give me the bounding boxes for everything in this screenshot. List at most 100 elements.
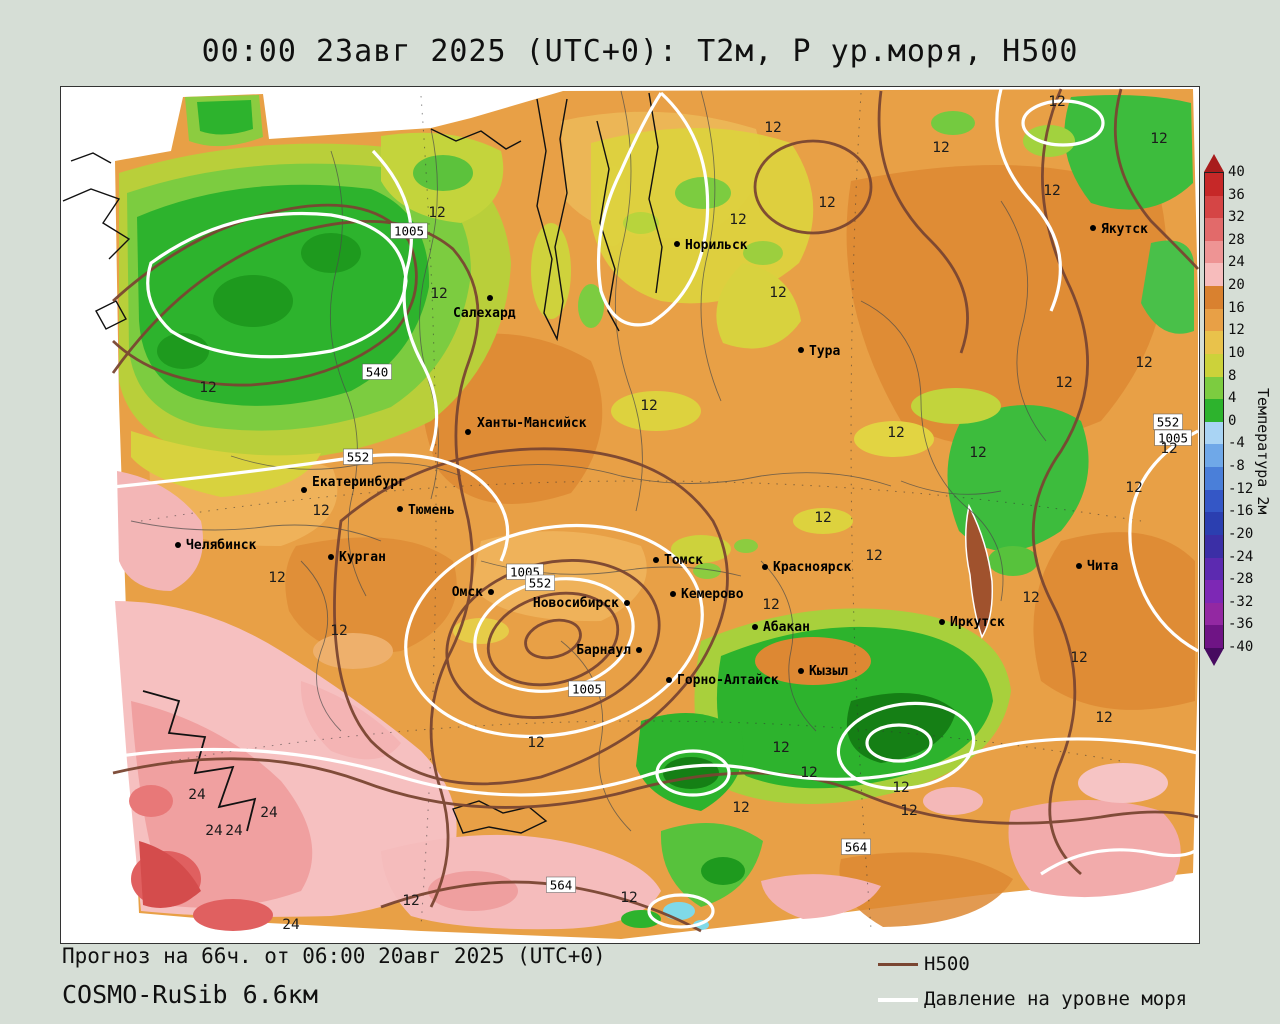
colorbar-tick: 8 — [1228, 367, 1237, 384]
city-dot — [465, 429, 471, 435]
isotherm-label: 12 — [1125, 480, 1142, 496]
city-dot — [488, 589, 494, 595]
colorbar-segment — [1205, 557, 1223, 581]
city-label: Кемерово — [681, 587, 744, 602]
isotherm-label: 12 — [402, 893, 419, 909]
isotherm-label: 12 — [762, 597, 779, 613]
city-label: Красноярск — [773, 560, 851, 575]
colorbar-tick: 20 — [1228, 277, 1245, 294]
lake-baikal — [964, 503, 994, 639]
contour-label-box — [343, 448, 373, 465]
colorbar-segment — [1205, 308, 1223, 332]
city-label: Кызыл — [809, 664, 848, 679]
contour-label-text: 552 — [529, 576, 552, 591]
isotherm-label: 12 — [900, 803, 917, 819]
isotherm-label: 12 — [969, 445, 986, 461]
colorbar-tick: 16 — [1228, 299, 1245, 316]
city-dot — [301, 487, 307, 493]
colorbar-tick: 12 — [1228, 322, 1245, 339]
colorbar-arrow-down — [1204, 648, 1224, 666]
city-dot — [175, 542, 181, 548]
city-label: Иркутск — [950, 615, 1005, 630]
city-dot — [762, 564, 768, 570]
city-label: Челябинск — [186, 538, 257, 553]
map-panel: 1005 540 552 1005 552 1005 564 564 552 1005 12 12 1… — [60, 86, 1200, 944]
colorbar-segment — [1205, 512, 1223, 535]
city-dot — [653, 557, 659, 563]
colorbar-segment — [1205, 286, 1223, 309]
isotherm-label: 12 — [865, 548, 882, 564]
coastlines — [62, 92, 663, 834]
colorbar-segment — [1205, 218, 1223, 241]
isotherm-label: 12 — [1160, 441, 1177, 457]
contour-label-text: 1005 — [572, 682, 602, 697]
isotherm-label: 12 — [732, 800, 749, 816]
isotherm-label: 12 — [932, 140, 949, 156]
city-dot — [798, 347, 804, 353]
isotherm-label: 12 — [1055, 375, 1072, 391]
isotherm-label: 12 — [1022, 590, 1039, 606]
colorbar-segment — [1205, 173, 1223, 196]
colorbar-tick: 36 — [1228, 186, 1245, 203]
isotherm-label: 12 — [430, 286, 447, 302]
city-label: Ханты-Мансийск — [477, 416, 587, 431]
colorbar-tick: -16 — [1228, 503, 1254, 520]
contour-label-box — [390, 222, 428, 239]
colorbar-tick: -28 — [1228, 571, 1254, 588]
map-title: 00:00 23авг 2025 (UTC+0): Т2м, P ур.моря… — [201, 34, 1079, 69]
colorbar-segment — [1205, 376, 1223, 400]
city-markers: Норильск Якутск Салехард Тура Ханты-Мансийск… — [175, 222, 1148, 688]
city-dot — [328, 554, 334, 560]
isotherm-label: 24 — [225, 823, 243, 839]
city-dot — [636, 647, 642, 653]
isotherm-label: 12 — [1095, 710, 1112, 726]
city-dot — [666, 677, 672, 683]
city-dot — [487, 295, 493, 301]
colorbar-segment — [1205, 625, 1223, 648]
h500-contours — [111, 88, 1199, 933]
h500-line-swatch — [878, 963, 918, 966]
colorbar-tick: 10 — [1228, 344, 1245, 361]
isotherm-label: 12 — [887, 425, 904, 441]
contour-label-text: 564 — [845, 840, 868, 855]
h500-legend-label: H500 — [924, 953, 970, 975]
isotherm-label: 12 — [330, 623, 347, 639]
isotherm-label: 12 — [1070, 650, 1087, 666]
colorbar-segment — [1205, 580, 1223, 603]
pressure-contours — [112, 88, 1199, 929]
contour-label-box — [525, 574, 555, 591]
city-label: Абакан — [763, 620, 810, 635]
colorbar-segment — [1205, 240, 1223, 264]
city-dot — [798, 668, 804, 674]
city-label: Екатеринбург — [312, 475, 406, 490]
city-dot — [1090, 225, 1096, 231]
city-label: Новосибирск — [533, 596, 619, 611]
isotherm-label: 24 — [282, 917, 300, 933]
temperature-colorbar — [1204, 172, 1224, 649]
contour-label-text: 540 — [366, 365, 389, 380]
pressure-legend-label: Давление на уровне моря — [924, 988, 1188, 1010]
isotherm-label: 12 — [268, 570, 285, 586]
isotherm-label: 12 — [1150, 131, 1167, 147]
colorbar-tick: -4 — [1228, 435, 1245, 452]
isotherm-label: 12 — [620, 890, 637, 906]
city-label: Омск — [452, 585, 483, 600]
contour-label-box — [841, 838, 871, 855]
isotherm-label: 12 — [764, 120, 781, 136]
isotherm-label: 12 — [428, 205, 445, 221]
contour-label-box — [568, 680, 606, 697]
isotherm-label: 12 — [769, 285, 786, 301]
city-label: Тюмень — [408, 503, 455, 518]
city-label: Салехард — [453, 306, 516, 321]
colorbar-tick: 4 — [1228, 390, 1237, 407]
isotherm-label: 24 — [188, 787, 206, 803]
colorbar-tick: -36 — [1228, 616, 1254, 633]
colorbar-segment — [1205, 195, 1223, 219]
colorbar-tick: -32 — [1228, 593, 1254, 610]
isotherm-label: 12 — [892, 780, 909, 796]
colorbar-tick: -40 — [1228, 639, 1254, 656]
isotherm-label: 12 — [312, 503, 329, 519]
city-label: Горно-Алтайск — [677, 673, 779, 688]
model-info: COSMO-RuSib 6.6км — [62, 980, 318, 1009]
